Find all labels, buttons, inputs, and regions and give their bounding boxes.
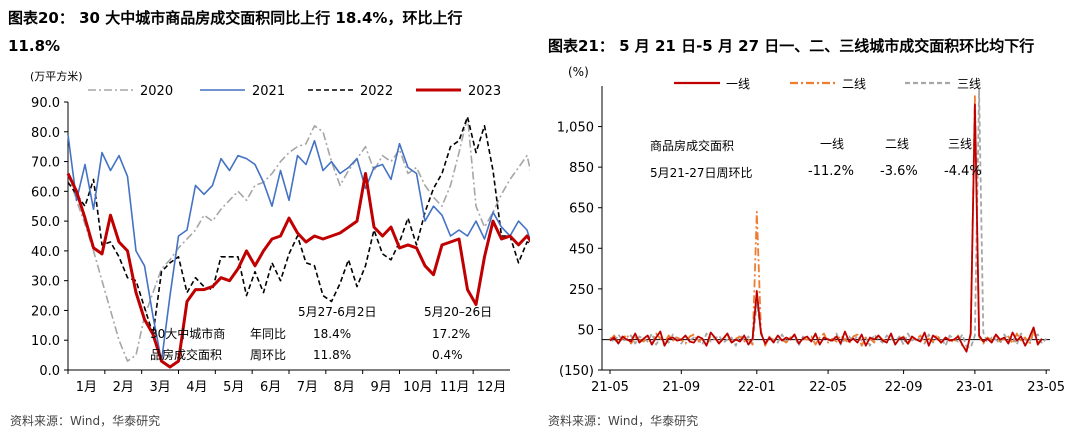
right-legend-label-二线: 二线 (842, 77, 866, 91)
right-ann-val-3: -4.4% (944, 164, 982, 179)
right-chart-title: 图表21： 5 月 21 日-5 月 27 日一、二、三线城市成交面积环比均下行 (548, 37, 1035, 55)
left-legend-label-2021: 2021 (252, 84, 285, 99)
left-x-tick-label: 12月 (477, 380, 507, 395)
left-series-line-2023 (66, 172, 530, 369)
right-y-tick-label: 1,050 (557, 121, 594, 136)
left-ann-prev-yoy: 17.2% (432, 327, 470, 341)
right-y-tick-label: (150) (559, 364, 594, 379)
right-y-tick-label: 850 (569, 161, 594, 176)
right-line-chart: (%) 一线 二线 三线 (150)502504506508501,05021-05… (557, 65, 1065, 395)
right-ann-val-2: -3.6% (880, 164, 918, 179)
right-series-line-三线 (609, 89, 1047, 349)
left-source-note: 资料来源：Wind，华泰研究 (10, 414, 161, 428)
right-x-tick-label: 23-05 (1027, 380, 1065, 395)
right-series-line-一线 (609, 103, 1043, 353)
right-legend: 一线 二线 三线 (674, 77, 981, 91)
left-y-tick-label: 90.0 (31, 96, 60, 111)
left-x-tick-label: 2月 (113, 380, 134, 395)
right-x-tick-label: 23-01 (956, 380, 994, 395)
left-x-tick-label: 3月 (149, 380, 170, 395)
left-ann-yoy-value: 18.4% (313, 327, 351, 341)
right-source-note: 资料来源：Wind，华泰研究 (548, 414, 699, 428)
left-y-tick-label: 60.0 (31, 185, 60, 200)
left-ann-wow-value: 11.8% (313, 348, 351, 362)
left-y-tick-label: 40.0 (31, 245, 60, 260)
right-legend-label-三线: 三线 (957, 77, 981, 91)
left-x-tick-label: 7月 (297, 380, 318, 395)
left-legend-label-2022: 2022 (360, 84, 393, 99)
left-x-tick-label: 8月 (334, 380, 355, 395)
right-y-tick-label: 250 (569, 283, 594, 298)
left-chart-title-line2: 11.8% (8, 37, 61, 55)
left-line-chart: (万平方米) 2020 2021 2022 2023 0.0 10.0 20.0 30.0 4… (30, 69, 530, 395)
left-y-tick-label: 30.0 (31, 275, 60, 290)
left-annotation: 5月27-6月2日 30大中城市商 品房成交面积 年同比 周环比 18.4% 1… (150, 305, 492, 362)
left-y-tick-label: 80.0 (31, 126, 60, 141)
left-series-line-2020 (67, 116, 530, 362)
left-y-tick-label: 10.0 (31, 334, 60, 349)
left-x-tick-label: 1月 (76, 380, 97, 395)
left-x-tick-label: 4月 (186, 380, 207, 395)
right-x-tick-label: 21-09 (662, 380, 700, 395)
right-unit-label: (%) (568, 65, 589, 79)
left-unit-label: (万平方米) (30, 69, 83, 83)
right-ann-val-1: -11.2% (808, 164, 854, 179)
left-x-tick-label: 6月 (260, 380, 281, 395)
left-y-tick-label: 50.0 (31, 215, 60, 230)
left-axes: 0.0 10.0 20.0 30.0 40.0 50.0 60.0 70.0 80.0 90.0 1… (31, 96, 510, 395)
right-chart-panel: 图表21： 5 月 21 日-5 月 27 日一、二、三线城市成交面积环比均下行… (540, 0, 1080, 439)
right-y-tick-label: 450 (569, 242, 594, 257)
left-legend-label-2020: 2020 (140, 84, 173, 99)
left-x-tick-label: 9月 (370, 380, 391, 395)
left-series-line-2022 (67, 116, 530, 336)
right-ann-col-1: 一线 (820, 137, 844, 151)
left-y-tick-label: 20.0 (31, 304, 60, 319)
right-y-tick-label: 650 (569, 202, 594, 217)
right-y-tick-label: 50 (577, 323, 594, 338)
right-series-group (609, 89, 1047, 353)
left-x-tick-label: 5月 (223, 380, 244, 395)
left-series-line-2021 (67, 134, 530, 362)
right-ann-col-2: 二线 (885, 137, 909, 151)
left-y-tick-label: 70.0 (31, 156, 60, 171)
right-x-tick-label: 22-05 (809, 380, 847, 395)
right-annotation: 商品房成交面积 一线 二线 三线 5月21-27日周环比 -11.2% -3.6… (650, 137, 982, 180)
left-ann-row-title-1: 30大中城市商 (150, 326, 225, 341)
left-ann-prev-period: 5月20–26日 (424, 305, 492, 319)
left-ann-row-title-2: 品房成交面积 (150, 347, 222, 362)
left-legend: 2020 2021 2022 2023 (88, 84, 501, 99)
right-ann-period: 5月21-27日周环比 (650, 166, 753, 180)
right-x-tick-label: 22-01 (738, 380, 776, 395)
right-axes: (150) 50 250 450 650 850 1,050 21-05 21-09 22-01 2… (557, 86, 1065, 395)
left-ann-period: 5月27-6月2日 (298, 305, 377, 319)
left-x-tick-label: 11月 (440, 380, 470, 395)
left-ann-yoy-label: 年同比 (250, 327, 286, 341)
left-ann-prev-wow: 0.4% (432, 348, 463, 362)
right-ann-row-label: 商品房成交面积 (650, 138, 734, 153)
left-chart-title-line1: 图表20： 30 大中城市商品房成交面积同比上行 18.4%，环比上行 (8, 9, 463, 27)
left-legend-label-2023: 2023 (468, 84, 501, 99)
right-ann-col-3: 三线 (948, 137, 972, 151)
right-x-tick-label: 21-05 (591, 380, 629, 395)
left-x-tick-label: 10月 (403, 380, 433, 395)
right-x-tick-label: 22-09 (885, 380, 923, 395)
left-series-group (66, 116, 530, 369)
left-ann-wow-label: 周环比 (250, 348, 286, 362)
left-chart-panel: 图表20： 30 大中城市商品房成交面积同比上行 18.4%，环比上行 11.8… (0, 0, 530, 439)
right-legend-label-一线: 一线 (726, 77, 750, 91)
left-y-tick-label: 0.0 (39, 364, 60, 379)
